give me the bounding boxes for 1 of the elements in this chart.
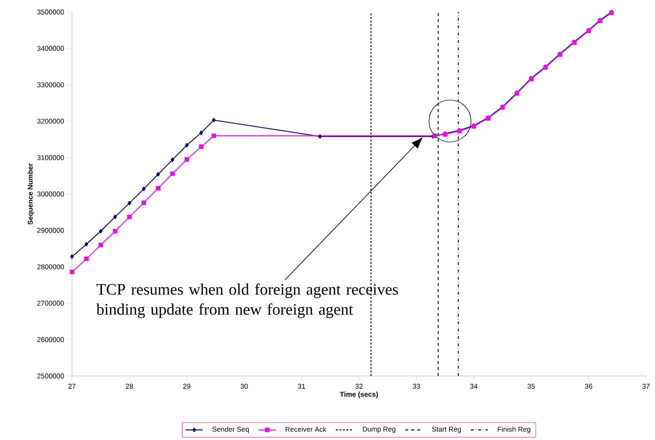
annotation: TCP resumes when old foreign agent receives binding update from new foreign agent [96,283,398,318]
